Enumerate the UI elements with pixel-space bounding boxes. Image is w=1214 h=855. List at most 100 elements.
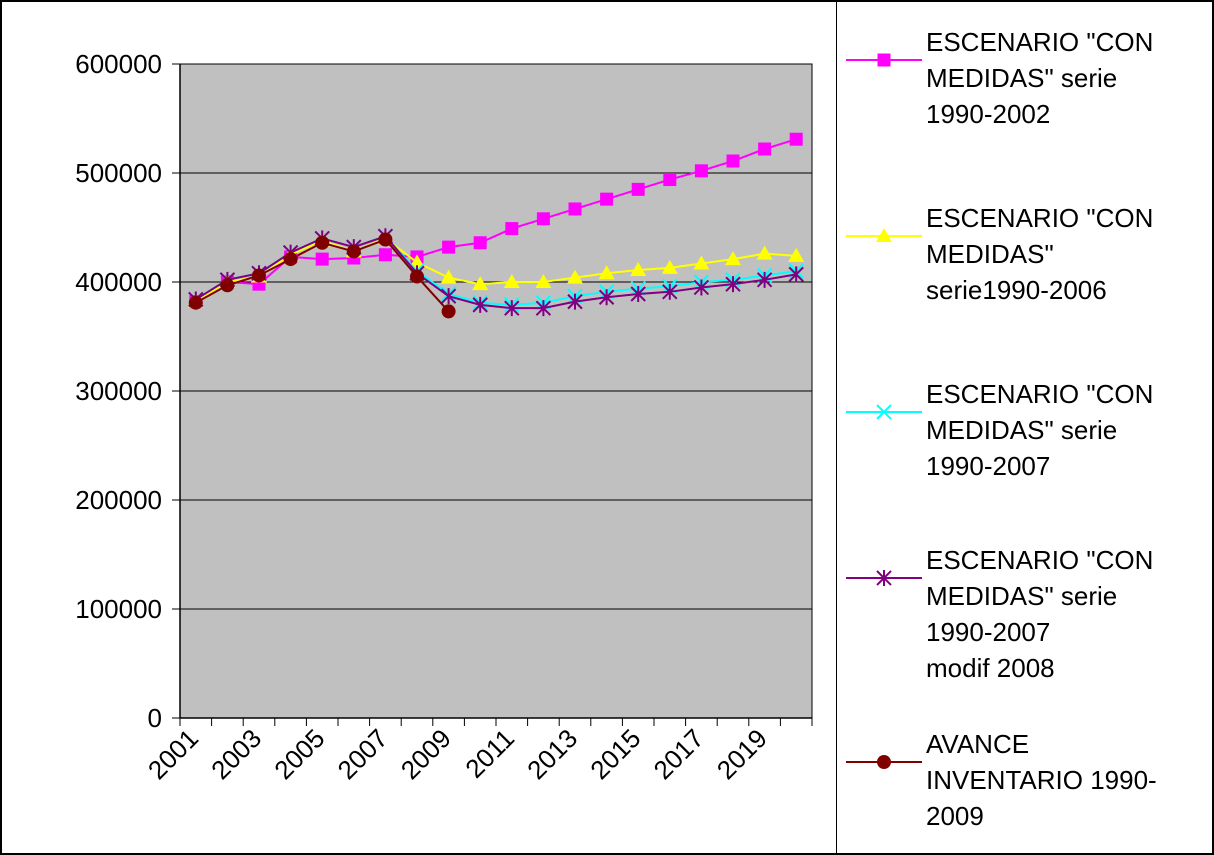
x-tick-label: 2013 [521, 723, 583, 785]
legend-label: AVANCE INVENTARIO 1990- 2009 [926, 726, 1212, 834]
data-point [598, 265, 615, 280]
data-point [567, 269, 583, 284]
data-point [504, 300, 520, 317]
data-point [788, 266, 804, 283]
data-point [567, 293, 583, 310]
y-tick-label: 100000 [75, 594, 162, 624]
legend-marker [876, 404, 892, 420]
legend-label-line: modif 2008 [926, 653, 1055, 683]
data-point [220, 278, 235, 293]
y-tick-label: 0 [148, 703, 162, 733]
legend-swatch [846, 53, 922, 67]
series-line [195, 235, 797, 310]
data-point [441, 304, 456, 319]
data-point [630, 262, 647, 277]
legend-label-line: INVENTARIO 1990- [926, 765, 1157, 795]
data-point [505, 222, 519, 236]
data-point [568, 202, 582, 216]
legend-label-line: serie1990-2006 [926, 275, 1107, 305]
legend-label-line: MEDIDAS" serie [926, 581, 1118, 611]
data-point [503, 274, 520, 288]
data-point [725, 276, 741, 293]
legend-label-line: MEDIDAS" serie [926, 63, 1118, 93]
series-5 [188, 232, 456, 319]
series-line [195, 237, 797, 303]
legend-label-line: AVANCE [926, 729, 1030, 759]
data-point [600, 192, 614, 206]
y-tick-label: 600000 [75, 49, 162, 79]
legend-swatch [846, 404, 922, 420]
x-tick-label: 2003 [205, 723, 267, 785]
data-point [315, 252, 329, 266]
line-chart: 0 100000 200000 300000 400000 500000 600000 20… [75, 49, 813, 785]
data-point [442, 240, 456, 254]
data-point [789, 132, 803, 146]
data-point [693, 279, 710, 296]
y-tick-label: 400000 [75, 267, 162, 297]
y-tick-label: 500000 [75, 158, 162, 188]
data-point [472, 276, 489, 291]
legend-label-line: 1990-2002 [926, 99, 1051, 129]
legend-marker [877, 53, 891, 67]
data-point [409, 254, 425, 269]
x-tick-label: 2019 [711, 723, 773, 785]
legend-marker [876, 570, 892, 586]
data-point [663, 173, 677, 187]
data-point [758, 142, 772, 156]
x-tick-label: 2007 [332, 723, 394, 785]
data-point [661, 259, 678, 274]
x-tick-label: 2005 [268, 723, 330, 785]
x-tick-label: 2017 [648, 723, 710, 785]
data-point [756, 271, 773, 288]
legend-label-line: 2009 [926, 801, 984, 831]
x-tick-label: 2009 [395, 723, 457, 785]
legend-marker [876, 228, 892, 242]
y-tick-label: 300000 [75, 376, 162, 406]
legend-label-line: MEDIDAS" serie [926, 415, 1118, 445]
legend: ESCENARIO "CON MEDIDAS" serie 1990-2002 ESC… [838, 2, 1212, 853]
legend-marker [877, 755, 891, 769]
legend-label: ESCENARIO "CON MEDIDAS" serie 1990-2002 [926, 24, 1212, 132]
data-point [410, 269, 424, 284]
data-point [536, 212, 550, 226]
legend-divider [836, 2, 837, 853]
data-point [473, 236, 487, 250]
data-point [756, 245, 773, 260]
legend-swatch [846, 755, 922, 769]
data-point [440, 269, 457, 284]
data-point [788, 247, 805, 262]
legend-label: ESCENARIO "CON MEDIDAS" serie1990-2006 [926, 200, 1212, 308]
data-point [378, 248, 392, 262]
data-point [598, 289, 615, 306]
x-tick-label: 2011 [459, 723, 520, 784]
x-tick-label: 2015 [584, 723, 646, 785]
legend-label-line: ESCENARIO "CON [926, 203, 1154, 233]
data-point [694, 164, 708, 178]
data-point [252, 268, 266, 283]
y-axis-ticks: 0 100000 200000 300000 400000 500000 600000 [75, 49, 180, 733]
legend-label-line: 1990-2007 [926, 451, 1051, 481]
legend-label-line: ESCENARIO "CON [926, 545, 1154, 575]
data-point [378, 232, 393, 247]
data-point [440, 288, 457, 305]
data-point [472, 296, 488, 313]
data-point [725, 251, 741, 266]
series-layer [187, 132, 805, 319]
legend-label-line: 1990-2007 [926, 617, 1051, 647]
data-point [693, 255, 710, 270]
data-point [535, 300, 552, 317]
legend-swatch [846, 570, 922, 586]
y-tick-label: 200000 [75, 485, 162, 515]
legend-label: ESCENARIO "CON MEDIDAS" serie 1990-2007 [926, 376, 1212, 484]
data-point [283, 252, 298, 267]
data-point [726, 154, 740, 168]
legend-label: ESCENARIO "CON MEDIDAS" serie 1990-2007 mod… [926, 542, 1212, 686]
legend-label-line: ESCENARIO "CON [926, 27, 1154, 57]
legend-label-line: MEDIDAS" [926, 239, 1054, 269]
x-axis-ticks: 2001 2003 2005 2007 2009 2011 2013 2015 2017 2019 [142, 718, 813, 785]
data-point [631, 182, 645, 196]
data-point [346, 244, 361, 259]
data-point [188, 295, 203, 310]
data-point [662, 283, 678, 300]
